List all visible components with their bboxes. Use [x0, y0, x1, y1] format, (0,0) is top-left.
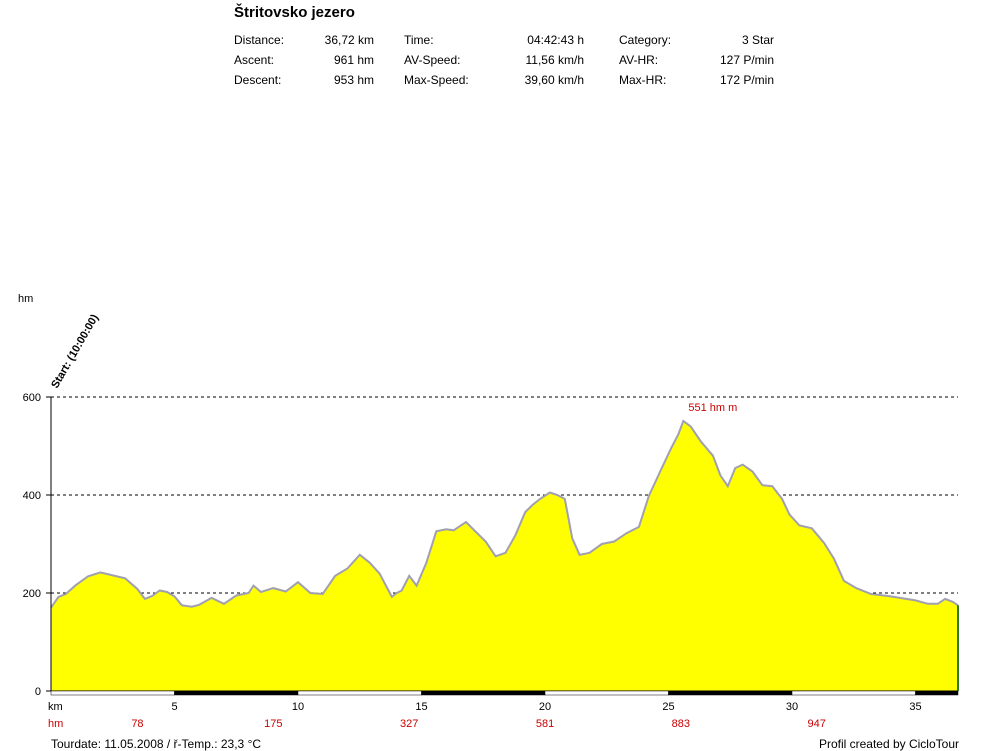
km-band-segment [174, 690, 299, 696]
stat-value: 127 P/min [719, 53, 774, 67]
cumulative-ascent-label: hm [48, 718, 63, 730]
cumulative-ascent-value: 78 [131, 718, 143, 730]
stat-row: AV-Speed: 11,56 km/h [404, 50, 584, 70]
x-tick-label: 25 [662, 701, 674, 713]
stat-row: Max-HR: 172 P/min [619, 70, 774, 90]
stat-row: Time: 04:42:43 h [404, 30, 584, 50]
stats-group-2: Time: 04:42:43 h AV-Speed: 11,56 km/h Max-… [404, 30, 584, 90]
stat-value: 961 hm [333, 53, 374, 67]
peak-label: 551 hm m [688, 402, 737, 414]
stat-label: AV-Speed: [404, 53, 461, 67]
x-tick-label: 10 [292, 701, 304, 713]
stat-label: AV-HR: [619, 53, 659, 67]
stat-label: Category: [619, 33, 672, 47]
km-band-segment [297, 690, 422, 696]
stat-value: 3 Star [741, 33, 774, 47]
km-band-segment [791, 690, 916, 696]
credit-text: Profil created by CicloTour [818, 737, 959, 751]
cumulative-ascent-value: 327 [400, 718, 418, 730]
stat-row: Ascent: 961 hm [234, 50, 374, 70]
km-band-segment [668, 690, 793, 696]
stat-row: Max-Speed: 39,60 km/h [404, 70, 584, 90]
km-band-segment [50, 690, 175, 696]
stat-label: Max-HR: [619, 73, 667, 87]
stat-row: Category: 3 Star [619, 30, 774, 50]
stat-label: Descent: [234, 73, 282, 87]
stat-value: 172 P/min [719, 73, 774, 87]
cumulative-ascent-value: 581 [536, 718, 554, 730]
chart-axes [46, 396, 959, 696]
stat-row: Distance: 36,72 km [234, 30, 374, 50]
stats-group-1: Distance: 36,72 km Ascent: 961 hm Descent:… [234, 30, 374, 90]
stat-label: Ascent: [234, 53, 275, 67]
stat-label: Distance: [234, 33, 285, 47]
cumulative-ascent-value: 947 [808, 718, 826, 730]
stat-value: 953 hm [333, 73, 374, 87]
x-tick-label: 35 [909, 701, 921, 713]
elevation-line [50, 419, 959, 609]
y-axis-label: hm [18, 293, 33, 305]
stat-label: Time: [404, 33, 434, 47]
stat-value: 11,56 km/h [525, 53, 584, 67]
elevation-area [51, 421, 958, 691]
km-band-segment [421, 690, 546, 696]
tour-date-temp: Tourdate: 11.05.2008 / ř-Temp.: 23,3 °C [51, 737, 262, 751]
cumulative-ascent-value: 883 [672, 718, 690, 730]
cumulative-ascent-value: 175 [264, 718, 282, 730]
stat-value: 36,72 km [324, 33, 374, 47]
x-tick-label: 5 [171, 701, 177, 713]
x-tick-label: 30 [786, 701, 798, 713]
km-band-segment [915, 690, 959, 696]
stat-row: Descent: 953 hm [234, 70, 374, 90]
stat-label: Max-Speed: [404, 73, 469, 87]
y-tick-label: 0 [35, 686, 41, 698]
km-band-segment [544, 690, 669, 696]
y-tick-label: 400 [23, 490, 41, 502]
start-label: Start: (10:00:00) [49, 312, 101, 390]
tour-title: Štritovsko jezero [234, 4, 355, 21]
y-tick-label: 200 [23, 588, 41, 600]
y-tick-label: 600 [23, 392, 41, 404]
x-tick-label: 15 [415, 701, 427, 713]
x-tick-label: 20 [539, 701, 551, 713]
x-axis-label: km [48, 701, 63, 713]
stat-value: 39,60 km/h [524, 73, 584, 87]
stat-value: 04:42:43 h [527, 33, 584, 47]
stats-group-3: Category: 3 Star AV-HR: 127 P/min Max-HR: 1… [619, 30, 774, 90]
grid-lines [51, 396, 958, 594]
stat-row: AV-HR: 127 P/min [619, 50, 774, 70]
